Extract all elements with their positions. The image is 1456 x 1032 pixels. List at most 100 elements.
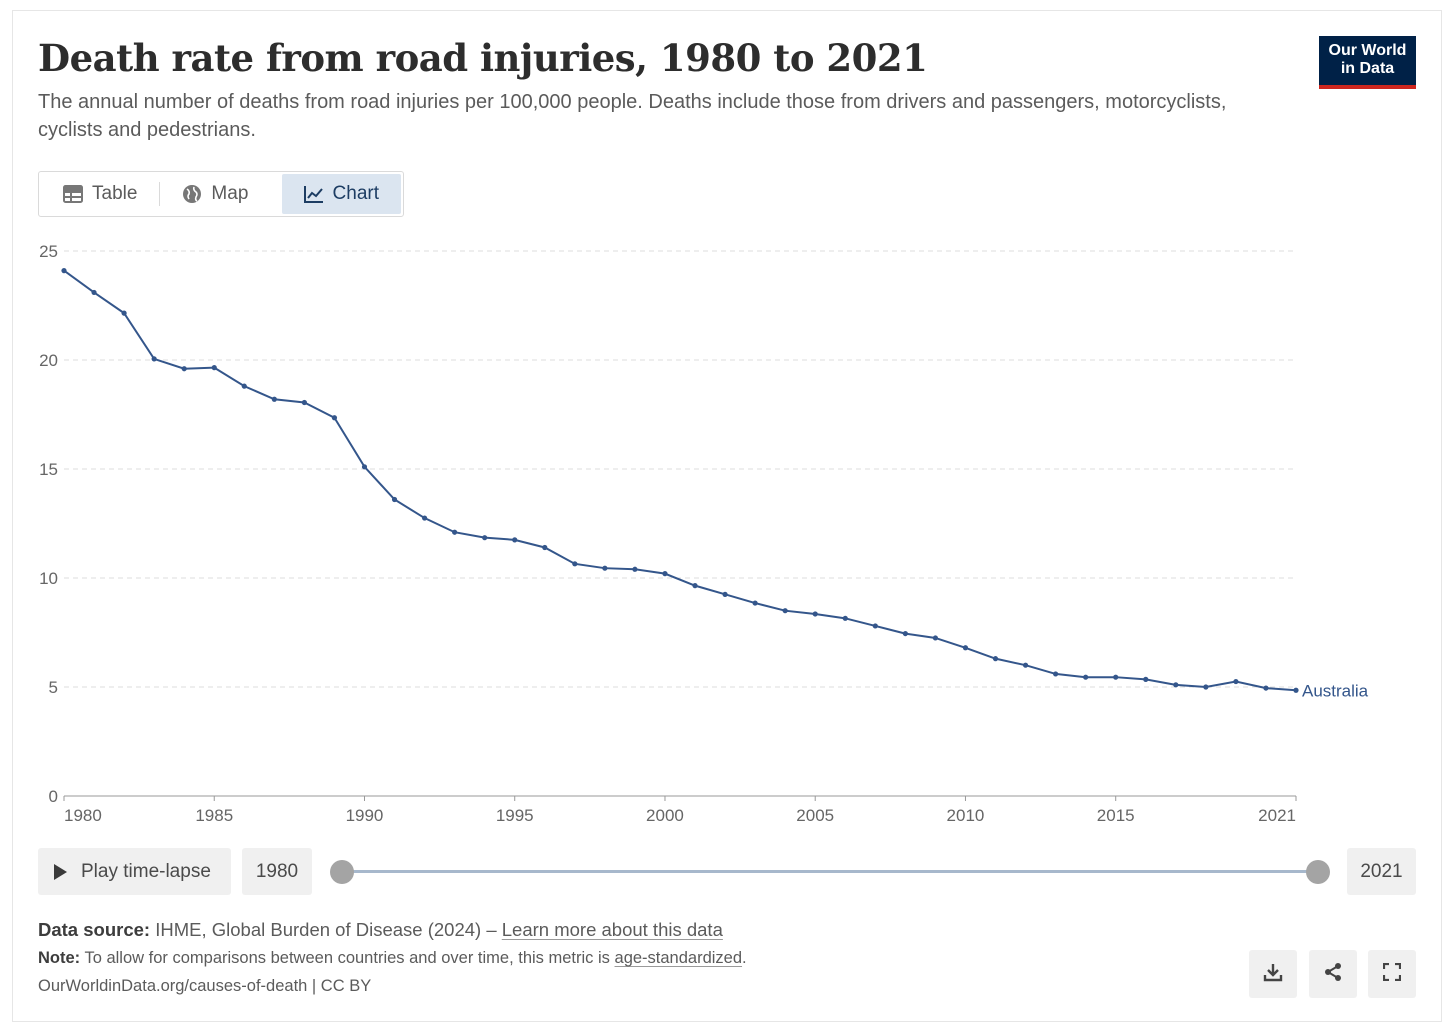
data-point xyxy=(1233,678,1239,685)
data-point xyxy=(782,608,788,614)
start-year-box[interactable]: 1980 xyxy=(242,848,312,895)
data-point xyxy=(662,571,668,577)
data-point xyxy=(121,310,127,316)
timeline-end-handle[interactable] xyxy=(1306,860,1330,884)
data-point xyxy=(512,537,518,543)
data-point xyxy=(151,356,157,362)
download-button[interactable] xyxy=(1249,950,1297,998)
note-end: . xyxy=(742,949,747,967)
data-point xyxy=(271,396,277,402)
y-tick-label: 10 xyxy=(39,569,58,588)
data-point xyxy=(962,645,969,651)
data-point xyxy=(872,623,878,629)
tab-map[interactable]: Map xyxy=(160,174,270,214)
page-title: Death rate from road injuries, 1980 to 2… xyxy=(38,36,928,80)
data-point xyxy=(391,496,398,503)
y-tick-label: 15 xyxy=(39,460,58,479)
fullscreen-button[interactable] xyxy=(1368,950,1416,998)
x-tick-label: 1995 xyxy=(496,806,534,825)
data-point xyxy=(301,399,307,406)
owid-logo[interactable]: Our World in Data xyxy=(1319,36,1416,89)
data-source-line: Data source: IHME, Global Burden of Dise… xyxy=(38,916,747,944)
globe-icon xyxy=(182,184,202,204)
tab-table-label: Table xyxy=(92,183,138,204)
data-point xyxy=(331,415,338,421)
x-tick-label: 2005 xyxy=(796,806,834,825)
chart-subtitle: The annual number of deaths from road in… xyxy=(38,91,1227,141)
data-point xyxy=(91,289,97,296)
age-standardized-link[interactable]: age-standardized xyxy=(614,949,743,967)
learn-more-link[interactable]: Learn more about this data xyxy=(501,919,723,940)
data-point xyxy=(722,591,728,597)
y-tick-label: 20 xyxy=(39,351,58,370)
download-icon xyxy=(1263,962,1283,987)
data-point xyxy=(61,268,67,274)
fullscreen-icon xyxy=(1382,962,1402,986)
data-point xyxy=(361,464,368,470)
play-label: Play time-lapse xyxy=(81,860,211,882)
data-point xyxy=(572,561,578,567)
data-point xyxy=(421,515,428,521)
data-point xyxy=(1113,674,1119,680)
logo-line-1: Our World xyxy=(1328,42,1407,59)
x-tick-label: 2000 xyxy=(646,806,684,825)
series-line xyxy=(63,269,1297,692)
logo-line-2: in Data xyxy=(1340,60,1395,77)
data-point xyxy=(812,611,818,617)
data-point xyxy=(1053,671,1059,677)
y-tick-label: 5 xyxy=(49,678,58,697)
data-point xyxy=(1022,662,1029,668)
note-line: Note: To allow for comparisons between c… xyxy=(38,944,747,972)
x-tick-label: 2010 xyxy=(947,806,985,825)
play-timelapse-button[interactable]: Play time-lapse xyxy=(38,848,231,895)
x-tick-label: 2015 xyxy=(1097,806,1135,825)
data-point xyxy=(752,600,758,606)
play-icon xyxy=(54,863,67,880)
data-point xyxy=(632,566,638,572)
tab-chart[interactable]: Chart xyxy=(281,174,401,214)
timeline-start-handle[interactable] xyxy=(330,860,354,884)
end-year-box[interactable]: 2021 xyxy=(1347,848,1416,895)
series-label: Australia xyxy=(1302,681,1369,700)
data-point xyxy=(1263,685,1269,691)
source-label: Data source: xyxy=(38,919,151,940)
data-point xyxy=(241,383,247,389)
tab-table[interactable]: Table xyxy=(41,174,159,214)
tab-chart-label: Chart xyxy=(332,183,379,204)
line-chart-icon xyxy=(303,185,324,203)
note-text: To allow for comparisons between countri… xyxy=(80,949,615,967)
x-tick-label: 1990 xyxy=(346,806,384,825)
tab-divider xyxy=(159,182,161,206)
note-label: Note: xyxy=(38,949,81,967)
data-point xyxy=(542,544,548,551)
data-point xyxy=(692,583,698,589)
source-text: IHME, Global Burden of Disease (2024) – xyxy=(150,919,502,940)
chart-frame xyxy=(12,10,1442,1022)
data-point xyxy=(1083,674,1089,680)
data-point xyxy=(1203,684,1209,690)
y-tick-label: 0 xyxy=(49,787,58,806)
data-point xyxy=(902,630,908,637)
tab-map-label: Map xyxy=(211,183,249,204)
data-point xyxy=(932,635,939,641)
data-point xyxy=(992,656,999,662)
data-point xyxy=(1293,687,1299,693)
x-tick-label: 1985 xyxy=(195,806,233,825)
table-icon xyxy=(63,185,83,203)
view-tabs: Table Map Chart xyxy=(38,171,404,217)
x-tick-label: 2021 xyxy=(1258,806,1296,825)
data-point xyxy=(602,565,608,571)
chart-footer: Data source: IHME, Global Burden of Dise… xyxy=(38,916,747,1000)
data-point xyxy=(842,615,848,621)
timeline-controls: Play time-lapse 1980 2021 xyxy=(0,848,1456,896)
data-point xyxy=(211,365,217,371)
data-point xyxy=(452,529,458,535)
line-chart: 0 5 10 15 20 25 1980 1985 1990 1995 2000 2005 2010 20… xyxy=(39,242,1369,825)
data-point xyxy=(1143,676,1149,682)
timeline-track[interactable] xyxy=(342,870,1318,873)
credit-line[interactable]: OurWorldinData.org/causes-of-death | CC … xyxy=(38,977,372,995)
share-button[interactable] xyxy=(1309,950,1357,998)
data-point xyxy=(181,366,187,372)
data-point xyxy=(1173,682,1179,688)
data-point xyxy=(482,535,488,541)
